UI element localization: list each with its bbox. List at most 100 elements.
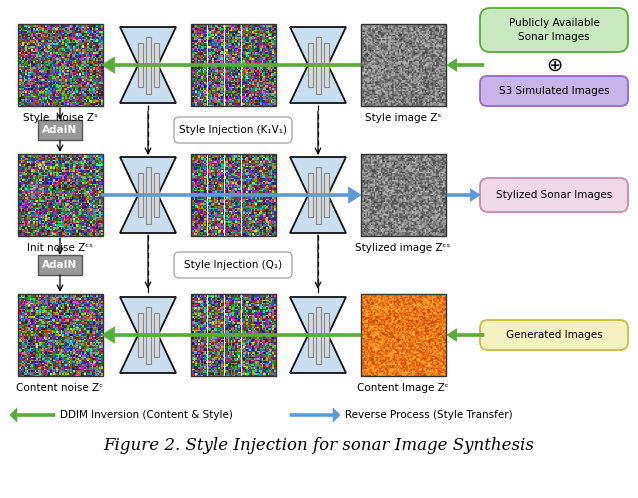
Bar: [244, 351, 246, 352]
Bar: [50, 221, 52, 223]
Bar: [204, 205, 206, 206]
Bar: [242, 88, 243, 90]
Bar: [89, 348, 90, 349]
Bar: [206, 211, 207, 212]
Bar: [45, 364, 47, 366]
Bar: [89, 229, 90, 230]
Bar: [36, 360, 38, 361]
Bar: [231, 313, 232, 315]
Bar: [206, 75, 207, 76]
Bar: [209, 346, 211, 348]
Bar: [214, 349, 215, 351]
Bar: [195, 76, 197, 78]
Bar: [22, 184, 24, 185]
Bar: [237, 170, 239, 172]
Bar: [255, 208, 257, 209]
Bar: [263, 187, 265, 188]
Bar: [78, 190, 79, 191]
Bar: [31, 202, 33, 203]
Bar: [87, 221, 89, 223]
Bar: [38, 315, 39, 316]
Bar: [59, 105, 61, 106]
Bar: [214, 91, 215, 93]
Bar: [193, 328, 195, 330]
Bar: [272, 188, 274, 190]
Bar: [217, 322, 218, 324]
Bar: [257, 307, 258, 309]
Bar: [251, 31, 252, 33]
Bar: [61, 30, 63, 31]
Bar: [232, 63, 234, 64]
Bar: [272, 331, 274, 333]
Bar: [101, 372, 103, 373]
Bar: [89, 327, 90, 328]
Bar: [55, 167, 56, 169]
Bar: [48, 313, 50, 315]
Bar: [223, 100, 225, 102]
Bar: [50, 154, 52, 155]
Bar: [22, 91, 24, 93]
Bar: [33, 316, 34, 318]
Bar: [98, 351, 100, 352]
Bar: [242, 64, 243, 66]
Bar: [41, 39, 42, 40]
Bar: [93, 88, 95, 90]
Bar: [257, 322, 258, 324]
Bar: [90, 352, 92, 354]
Bar: [255, 369, 257, 370]
Bar: [28, 324, 30, 325]
Bar: [55, 319, 56, 321]
Bar: [17, 155, 19, 157]
Bar: [48, 340, 50, 342]
Bar: [47, 360, 48, 361]
Bar: [96, 196, 98, 197]
Bar: [237, 176, 239, 178]
Bar: [39, 354, 41, 355]
Bar: [81, 223, 82, 224]
Bar: [78, 304, 79, 306]
Bar: [38, 324, 39, 325]
Bar: [30, 337, 31, 339]
Bar: [262, 206, 263, 208]
Bar: [260, 51, 262, 52]
Bar: [89, 178, 90, 179]
Bar: [265, 209, 266, 211]
Bar: [95, 155, 96, 157]
Bar: [215, 72, 217, 73]
Bar: [221, 75, 223, 76]
Bar: [207, 194, 209, 196]
Bar: [50, 295, 52, 297]
Bar: [66, 52, 67, 54]
Bar: [265, 301, 266, 303]
Bar: [73, 105, 75, 106]
Bar: [70, 328, 71, 330]
Bar: [209, 367, 211, 369]
Bar: [78, 75, 79, 76]
Bar: [93, 307, 95, 309]
Bar: [53, 330, 55, 331]
Bar: [234, 60, 235, 61]
Bar: [204, 28, 206, 30]
Bar: [209, 369, 211, 370]
Bar: [27, 84, 28, 85]
Bar: [223, 372, 225, 373]
Bar: [56, 196, 57, 197]
Bar: [226, 345, 228, 346]
Bar: [45, 64, 47, 66]
Bar: [191, 91, 192, 93]
Bar: [93, 79, 95, 81]
Bar: [47, 300, 48, 301]
Bar: [33, 48, 34, 49]
Bar: [203, 78, 204, 79]
Bar: [98, 370, 100, 372]
Bar: [59, 42, 61, 43]
Bar: [248, 166, 249, 167]
Bar: [266, 93, 268, 94]
Bar: [27, 78, 28, 79]
Bar: [244, 169, 246, 170]
Bar: [235, 358, 237, 360]
Bar: [38, 340, 39, 342]
Bar: [73, 352, 75, 354]
Bar: [195, 93, 197, 94]
Bar: [48, 103, 50, 105]
